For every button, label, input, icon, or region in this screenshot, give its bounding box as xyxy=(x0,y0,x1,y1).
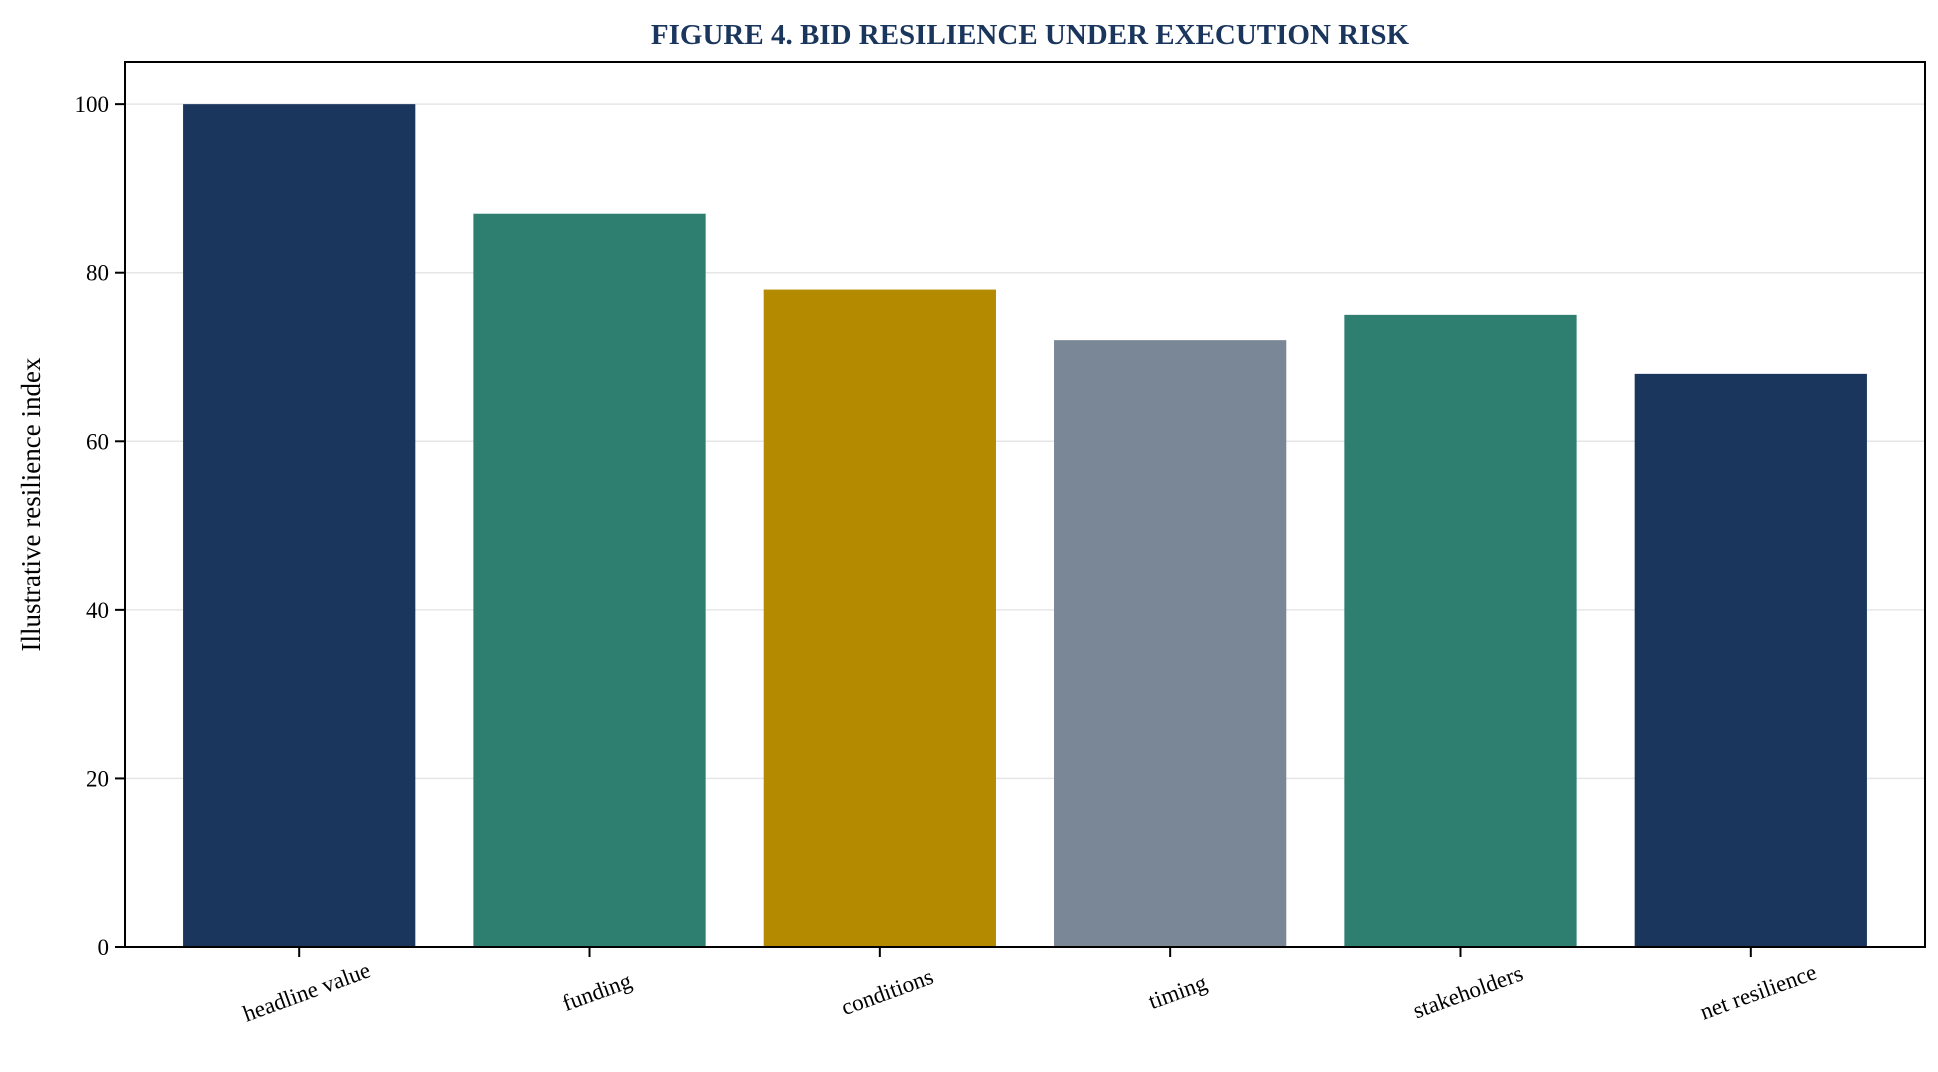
x-tick-label: funding xyxy=(559,968,635,1016)
y-tick-label: 100 xyxy=(75,92,110,117)
x-tick-label: stakeholders xyxy=(1410,961,1527,1024)
y-tick-label: 0 xyxy=(98,935,110,960)
x-tick-label: timing xyxy=(1145,970,1210,1014)
x-tick-label: conditions xyxy=(838,964,937,1020)
y-tick-label: 60 xyxy=(86,429,109,454)
bar-stakeholders xyxy=(1344,314,1577,947)
y-axis-label: Illustrative resilience index xyxy=(16,357,46,651)
bar-conditions xyxy=(763,289,996,948)
plot-frame xyxy=(124,61,1926,948)
bar-net-resilience xyxy=(1634,373,1867,947)
bars xyxy=(183,104,1867,948)
bar-funding xyxy=(473,213,706,947)
x-tick-label: headline value xyxy=(240,957,374,1026)
x-axis: headline value funding conditions timing sta… xyxy=(240,947,1820,1027)
bar-headline-value xyxy=(183,104,416,947)
y-tick-label: 20 xyxy=(86,766,109,791)
y-axis: 0 20 40 60 80 100 xyxy=(75,92,125,960)
y-tick-label: 40 xyxy=(86,598,109,623)
bar-timing xyxy=(1054,340,1287,948)
chart-title: FIGURE 4. BID RESILIENCE UNDER EXECUTION… xyxy=(651,19,1410,51)
x-tick-label: net resilience xyxy=(1697,959,1820,1024)
gridlines xyxy=(125,103,1925,780)
y-tick-label: 80 xyxy=(86,261,109,286)
